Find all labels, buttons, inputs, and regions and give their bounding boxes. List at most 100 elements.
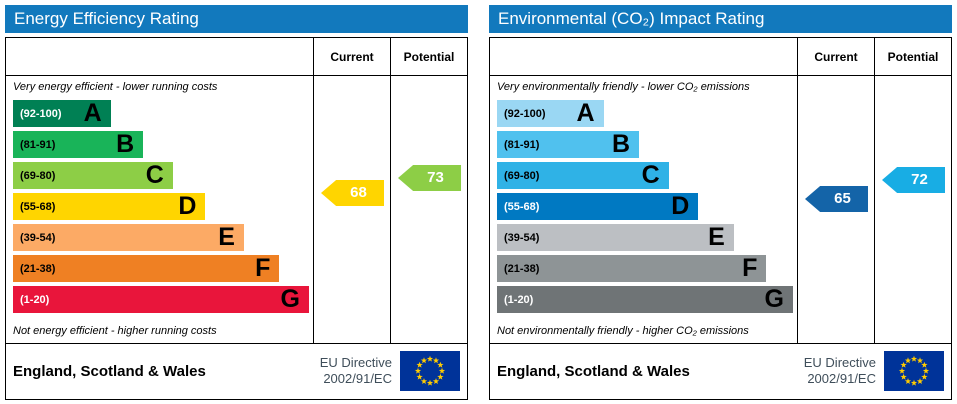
eu-star-icon	[921, 361, 928, 368]
band-bar-b: (81-91) B	[497, 130, 640, 158]
eu-directive-line2: 2002/91/EC	[807, 371, 876, 386]
eu-star-icon	[898, 367, 906, 374]
band-list: (92-100) A (81-91) B (69-80) C (55-68) D (39-54)…	[6, 100, 313, 317]
column-header-spacer	[6, 38, 313, 75]
eu-star-icon	[414, 367, 422, 374]
eu-star-icon	[426, 355, 434, 362]
band-letter: C	[145, 161, 164, 189]
column-header-row: Current Potential	[6, 38, 467, 76]
band-letter: C	[641, 161, 660, 189]
potential-column-header: Potential	[390, 38, 467, 75]
band-row: (21-38) F	[497, 255, 793, 286]
eu-star-icon	[922, 367, 930, 374]
band-range-label: (39-54)	[504, 231, 540, 244]
current-column-header: Current	[797, 38, 874, 75]
panel-title: Environmental (CO₂) Impact Rating	[498, 9, 765, 28]
band-bar-a: (92-100) A	[13, 100, 111, 127]
chart-footer: England, Scotland & Wales EU Directive 2…	[490, 343, 951, 398]
band-row: (1-20) G	[497, 286, 793, 317]
band-letter: F	[255, 254, 271, 282]
band-bar-d: (55-68) D	[13, 192, 206, 220]
band-bar-a: (92-100) A	[497, 100, 604, 127]
band-chart-area: Very energy efficient - lower running co…	[6, 76, 313, 343]
band-letter: D	[671, 192, 690, 220]
band-range-label: (55-68)	[504, 200, 540, 213]
bottom-note: Not energy efficient - higher running co…	[13, 325, 217, 337]
band-letter: E	[218, 223, 235, 251]
eu-star-icon	[432, 378, 440, 385]
eu-star-icon	[420, 378, 428, 385]
potential-value-pointer: 72	[882, 167, 945, 193]
band-range-label: (92-100)	[20, 107, 62, 120]
region-label: England, Scotland & Wales	[13, 362, 206, 380]
eu-star-icon	[432, 357, 440, 364]
band-range-label: (81-91)	[504, 138, 540, 151]
band-letter: G	[280, 285, 300, 313]
chart-body: Very environmentally friendly - lower CO…	[490, 76, 951, 343]
band-bar-b: (81-91) B	[13, 131, 144, 158]
band-range-label: (92-100)	[504, 107, 546, 120]
band-row: (92-100) A	[13, 100, 309, 131]
eu-star-icon	[921, 373, 928, 380]
eu-star-icon	[904, 378, 912, 385]
bottom-note: Not environmentally friendly - higher CO…	[497, 325, 749, 337]
band-bar-f: (21-38) F	[13, 254, 280, 282]
energy-efficiency-panel: Energy Efficiency Rating Current Potenti…	[5, 5, 468, 400]
eu-directive-label: EU Directive 2002/91/EC	[320, 355, 392, 388]
current-column: 65	[797, 76, 874, 343]
band-range-label: (39-54)	[20, 231, 56, 244]
eu-star-icon	[910, 379, 918, 386]
band-letter: G	[764, 285, 784, 313]
band-bar-g: (1-20) G	[13, 286, 309, 313]
band-letter: D	[178, 192, 197, 220]
band-range-label: (21-38)	[20, 262, 56, 275]
band-row: (81-91) B	[497, 131, 793, 162]
eu-star-icon	[426, 379, 434, 386]
band-row: (55-68) D	[13, 193, 309, 224]
eu-directive-line1: EU Directive	[803, 354, 876, 370]
potential-value-pointer: 73	[398, 165, 461, 191]
eu-star-icon	[438, 367, 446, 374]
band-chart-area: Very environmentally friendly - lower CO…	[490, 76, 797, 343]
potential-column-header: Potential	[874, 38, 951, 75]
panel-header: Energy Efficiency Rating	[5, 5, 468, 33]
band-letter: A	[576, 99, 595, 127]
band-range-label: (81-91)	[20, 138, 56, 151]
band-row: (55-68) D	[497, 193, 793, 224]
chart-body: Very energy efficient - lower running co…	[6, 76, 467, 343]
environmental-impact-panel: Environmental (CO₂) Impact Rating Curren…	[489, 5, 952, 400]
band-bar-c: (69-80) C	[497, 162, 669, 189]
band-letter: B	[612, 130, 631, 158]
band-row: (1-20) G	[13, 286, 309, 317]
chart-box: Current Potential Very environmentally f…	[489, 37, 952, 400]
region-label: England, Scotland & Wales	[497, 362, 690, 380]
column-header-row: Current Potential	[490, 38, 951, 76]
band-range-label: (69-80)	[20, 169, 56, 182]
band-letter: F	[742, 254, 758, 282]
band-row: (81-91) B	[13, 131, 309, 162]
band-bar-e: (39-54) E	[497, 224, 734, 251]
band-row: (69-80) C	[497, 162, 793, 193]
current-column: 68	[313, 76, 390, 343]
band-bar-g: (1-20) G	[497, 286, 793, 313]
band-row: (69-80) C	[13, 162, 309, 193]
eu-star-icon	[910, 355, 918, 362]
band-row: (39-54) E	[13, 224, 309, 255]
band-row: (21-38) F	[13, 255, 309, 286]
eu-star-icon	[904, 357, 912, 364]
band-range-label: (1-20)	[20, 293, 50, 306]
eu-star-icon	[916, 378, 924, 385]
eu-star-icon	[416, 361, 423, 368]
eu-flag-icon	[400, 351, 460, 391]
eu-star-icon	[900, 373, 907, 380]
band-row: (92-100) A	[497, 100, 793, 131]
eu-star-icon	[900, 361, 907, 368]
band-bar-e: (39-54) E	[13, 224, 244, 251]
band-range-label: (1-20)	[504, 293, 534, 306]
top-note: Very energy efficient - lower running co…	[13, 81, 218, 93]
eu-directive-line1: EU Directive	[319, 354, 392, 370]
band-range-label: (69-80)	[504, 169, 540, 182]
band-list: (92-100) A (81-91) B (69-80) C (55-68) D (39-54)…	[490, 100, 797, 317]
panel-title: Energy Efficiency Rating	[14, 9, 199, 28]
